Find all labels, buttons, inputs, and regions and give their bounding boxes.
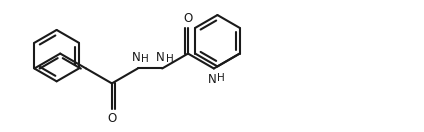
Text: O: O: [184, 12, 192, 25]
Text: O: O: [107, 112, 117, 125]
Text: N: N: [156, 51, 165, 64]
Text: H: H: [218, 73, 225, 83]
Text: H: H: [166, 54, 173, 64]
Text: N: N: [132, 51, 140, 64]
Text: N: N: [208, 73, 217, 86]
Text: H: H: [141, 54, 149, 64]
